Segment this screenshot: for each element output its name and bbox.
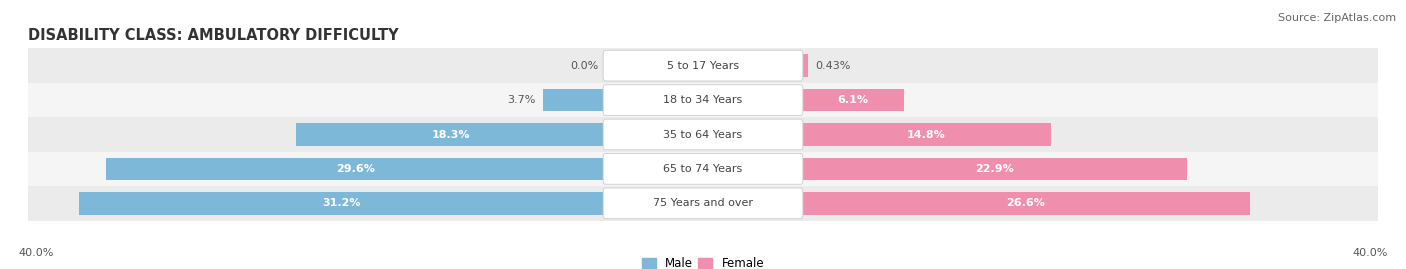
- Bar: [28, 152, 1378, 186]
- Bar: [28, 117, 1378, 152]
- Legend: Male, Female: Male, Female: [641, 257, 765, 269]
- Bar: [297, 123, 605, 146]
- Text: 18.3%: 18.3%: [432, 129, 470, 140]
- Text: 18 to 34 Years: 18 to 34 Years: [664, 95, 742, 105]
- FancyBboxPatch shape: [603, 50, 803, 81]
- Text: 26.6%: 26.6%: [1005, 198, 1045, 208]
- Bar: [801, 54, 808, 77]
- Bar: [28, 48, 1378, 83]
- Text: 31.2%: 31.2%: [323, 198, 361, 208]
- Bar: [801, 158, 1187, 180]
- FancyBboxPatch shape: [603, 119, 803, 150]
- Bar: [28, 83, 1378, 117]
- Text: 40.0%: 40.0%: [18, 248, 53, 258]
- Text: 0.0%: 0.0%: [571, 61, 599, 71]
- Text: 6.1%: 6.1%: [837, 95, 868, 105]
- Bar: [801, 192, 1250, 215]
- Text: 22.9%: 22.9%: [974, 164, 1014, 174]
- Bar: [105, 158, 605, 180]
- Text: 65 to 74 Years: 65 to 74 Years: [664, 164, 742, 174]
- Bar: [801, 123, 1050, 146]
- Bar: [28, 186, 1378, 221]
- FancyBboxPatch shape: [603, 188, 803, 219]
- Bar: [801, 89, 904, 111]
- Text: 0.43%: 0.43%: [815, 61, 851, 71]
- Text: Source: ZipAtlas.com: Source: ZipAtlas.com: [1278, 13, 1396, 23]
- Text: 29.6%: 29.6%: [336, 164, 375, 174]
- Text: DISABILITY CLASS: AMBULATORY DIFFICULTY: DISABILITY CLASS: AMBULATORY DIFFICULTY: [28, 28, 399, 43]
- Text: 35 to 64 Years: 35 to 64 Years: [664, 129, 742, 140]
- Text: 3.7%: 3.7%: [508, 95, 536, 105]
- Text: 40.0%: 40.0%: [1353, 248, 1388, 258]
- FancyBboxPatch shape: [603, 85, 803, 115]
- Text: 14.8%: 14.8%: [907, 129, 945, 140]
- Bar: [79, 192, 605, 215]
- Text: 5 to 17 Years: 5 to 17 Years: [666, 61, 740, 71]
- Text: 75 Years and over: 75 Years and over: [652, 198, 754, 208]
- FancyBboxPatch shape: [603, 154, 803, 184]
- Bar: [543, 89, 605, 111]
